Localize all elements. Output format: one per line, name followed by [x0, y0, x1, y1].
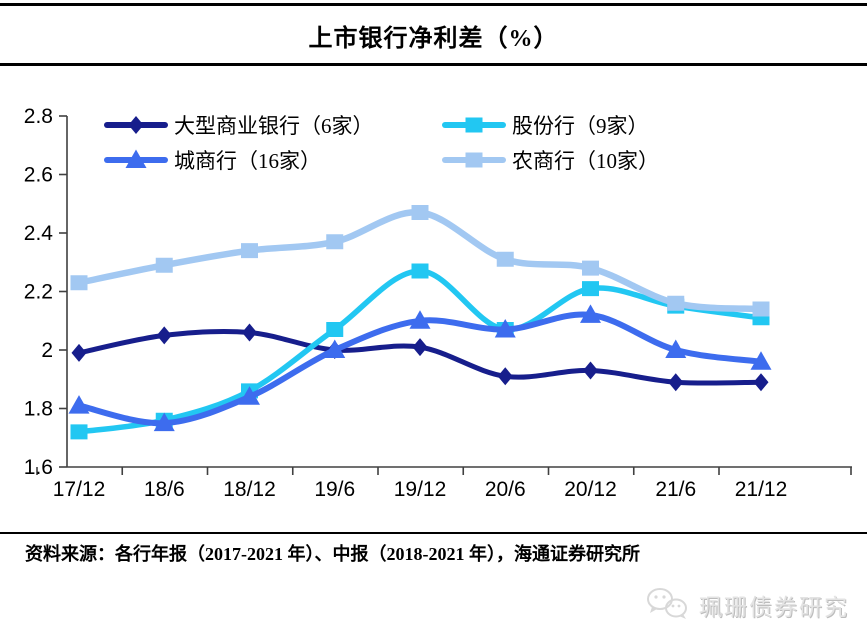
triangle-marker: [580, 304, 601, 323]
legend-label: 城商行（16家）: [174, 149, 321, 173]
legend-item: 农商行（10家）: [442, 145, 659, 175]
square-marker: [411, 205, 429, 220]
diamond-marker: [497, 367, 513, 386]
triangle-marker: [239, 386, 260, 405]
diamond-marker: [71, 343, 87, 362]
axes: [36, 115, 852, 475]
y-tick-label: 1.6: [24, 456, 53, 479]
brand-watermark: 珮珊债券研究: [645, 586, 849, 624]
diamond-marker: [668, 373, 684, 392]
title-underline: [0, 63, 867, 66]
legend-item: 城商行（16家）: [104, 145, 442, 175]
tick-labels: 1.6 1.8 2 2.2 2.4 2.6 2.8 17/12 18/6 18/12 19/6 19/…: [24, 105, 787, 501]
chart-title: 上市银行净利差（%）: [308, 26, 559, 52]
triangle-marker: [750, 351, 772, 370]
triangle-marker: [494, 319, 516, 338]
line-chart: 1.6 1.8 2 2.2 2.4 2.6 2.8 17/12 18/6 18/12 19/6 19/…: [24, 105, 852, 501]
triangle-marker: [409, 310, 431, 329]
legend-sample-square: [442, 117, 506, 133]
triangle-marker: [68, 395, 90, 414]
square-marker: [326, 234, 344, 250]
x-tick-label: 21/12: [735, 478, 788, 501]
square-marker: [241, 243, 258, 259]
legend-label: 股份行（9家）: [512, 114, 649, 138]
diamond-marker: [156, 326, 172, 345]
diamond-marker: [583, 361, 598, 380]
chart-legend: 大型商业银行（6家） 股份行（9家） 城商行（16家） 农商行（10家）: [104, 110, 659, 175]
series-line: [76, 311, 764, 427]
y-tick-label: 2: [41, 339, 53, 362]
source-note: 资料来源：各行年报（2017-2021 年）、中报（2018-2021 年），海…: [25, 544, 640, 564]
series-triangle: [68, 304, 772, 432]
x-tick-label: 18/12: [223, 478, 276, 501]
x-tick-label: 21/6: [655, 478, 696, 501]
square-marker: [582, 260, 599, 276]
legend-item: 股份行（9家）: [442, 110, 659, 140]
square-marker: [70, 424, 88, 440]
triangle-marker: [153, 412, 175, 432]
x-tick-label: 17/12: [53, 478, 106, 501]
y-tick-label: 2.6: [24, 164, 53, 187]
legend-label: 农商行（10家）: [512, 149, 659, 173]
square-marker: [752, 301, 770, 317]
series-square: [70, 205, 770, 317]
legend-sample-triangle: [104, 149, 168, 168]
legend-label: 大型商业银行（6家）: [174, 114, 374, 138]
footer-divider-line: [0, 532, 867, 534]
x-tick-label: 19/6: [314, 478, 355, 501]
y-tick-label: 2.8: [24, 105, 53, 128]
triangle-marker: [665, 339, 687, 358]
square-marker: [667, 295, 685, 311]
square-marker: [496, 251, 514, 267]
diamond-marker: [753, 373, 769, 392]
x-tick-label: 20/12: [564, 478, 617, 501]
square-marker: [582, 281, 599, 297]
y-tick-label: 2.4: [24, 222, 54, 245]
x-tick-label: 20/6: [485, 478, 526, 501]
x-tick-label: 19/12: [394, 478, 447, 501]
square-marker: [326, 322, 344, 337]
diamond-marker: [412, 338, 428, 357]
legend-sample-square: [442, 152, 506, 168]
brand-text: 珮珊债券研究: [699, 595, 849, 620]
x-tick-label: 18/6: [144, 478, 185, 501]
wechat-bubbles-icon: [647, 588, 687, 619]
series-line: [75, 209, 765, 313]
triangle-marker: [324, 339, 346, 358]
square-marker: [70, 275, 88, 291]
y-tick-label: 1.8: [24, 398, 53, 421]
legend-sample-diamond: [104, 116, 168, 134]
diamond-marker: [242, 323, 257, 342]
square-marker: [155, 257, 173, 273]
series-diamond: [71, 323, 769, 392]
square-marker: [411, 263, 429, 279]
legend-item: 大型商业银行（6家）: [104, 110, 442, 140]
top-border-line: [0, 3, 867, 6]
y-tick-label: 2.2: [24, 281, 53, 304]
